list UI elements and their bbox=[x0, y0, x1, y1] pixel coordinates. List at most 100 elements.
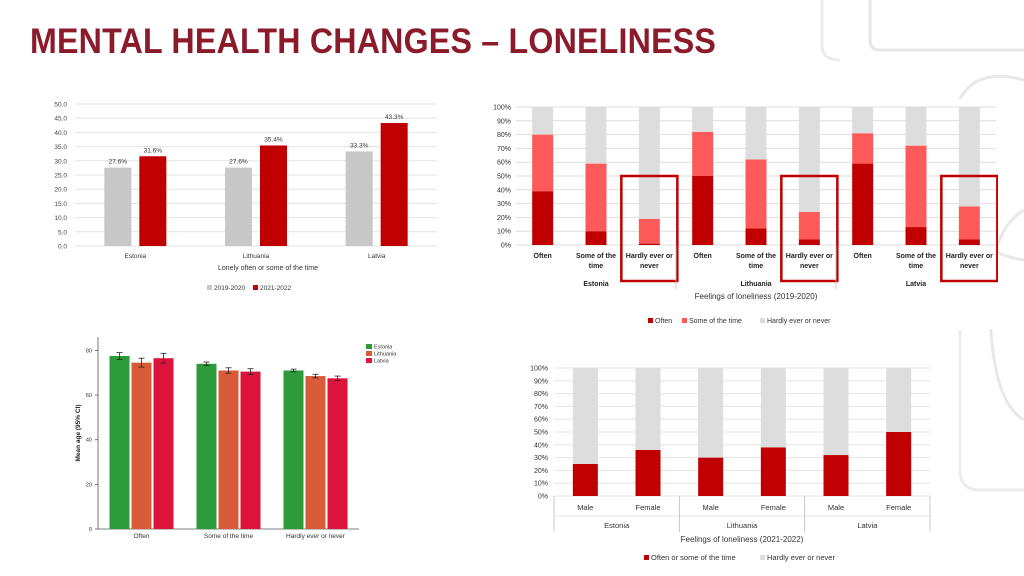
legend-label: Latvia bbox=[374, 359, 390, 365]
x-axis-label: Lonely often or some of the time bbox=[218, 265, 318, 272]
legend-swatch bbox=[366, 344, 372, 349]
y-tick-label: 30% bbox=[497, 201, 511, 208]
bar bbox=[196, 363, 217, 529]
y-tick-label: 90% bbox=[497, 118, 511, 125]
category-label: time bbox=[749, 263, 764, 270]
bar-segment bbox=[958, 107, 980, 207]
bar-segment bbox=[638, 243, 660, 245]
bar-segment bbox=[905, 145, 927, 228]
y-tick-label: 10.0 bbox=[54, 215, 67, 222]
chart-loneliness-2021-panel: 0% 10% 20% 30% 40% 50% 60% 70% 80% 90% 100% Male Fem… bbox=[524, 359, 938, 572]
legend-label: Hardly ever or never bbox=[767, 553, 835, 562]
y-tick-label: 80% bbox=[534, 391, 548, 398]
bar-segment bbox=[532, 191, 554, 245]
legend-swatch bbox=[207, 285, 212, 290]
bar-segment bbox=[852, 107, 874, 134]
y-tick-label: 30.0 bbox=[54, 158, 67, 165]
legend-swatch bbox=[253, 285, 258, 290]
bar bbox=[153, 358, 174, 529]
bar bbox=[327, 378, 348, 529]
bar bbox=[109, 355, 130, 529]
category-label: Male bbox=[703, 503, 719, 512]
y-tick-label: 60% bbox=[534, 417, 548, 424]
data-label: 27.6% bbox=[229, 159, 248, 166]
bar-segment bbox=[585, 231, 607, 245]
bar bbox=[139, 156, 167, 246]
category-label: never bbox=[640, 263, 659, 270]
bar-segment bbox=[635, 368, 661, 450]
category-label: Female bbox=[635, 503, 660, 512]
y-tick-label: 40 bbox=[86, 438, 92, 444]
legend-label: Estonia bbox=[374, 345, 393, 351]
bar-segment bbox=[745, 228, 767, 245]
y-tick-label: 40% bbox=[534, 442, 548, 449]
category-label: Female bbox=[761, 503, 786, 512]
bar-segment bbox=[698, 368, 724, 458]
bar bbox=[380, 123, 408, 246]
legend-swatch bbox=[644, 555, 649, 560]
y-tick-label: 50% bbox=[534, 430, 548, 437]
bar-segment bbox=[823, 368, 849, 456]
y-tick-label: 10% bbox=[497, 229, 511, 236]
category-label: Male bbox=[828, 503, 844, 512]
legend-label: Often bbox=[655, 318, 672, 325]
bar bbox=[240, 371, 261, 529]
bar-segment bbox=[958, 206, 980, 240]
legend-label: 2019-2020 bbox=[214, 285, 245, 292]
data-label: 31.6% bbox=[144, 147, 163, 154]
y-tick-label: 70% bbox=[497, 146, 511, 153]
bar-segment bbox=[905, 107, 927, 146]
y-tick-label: 15.0 bbox=[54, 201, 67, 208]
data-label: 27.6% bbox=[109, 159, 128, 166]
data-label: 43.3% bbox=[385, 114, 404, 121]
legend-label: Often or some of the time bbox=[651, 553, 736, 562]
bar bbox=[283, 370, 304, 529]
legend-swatch bbox=[648, 318, 653, 323]
category-label: never bbox=[960, 263, 979, 270]
chart-loneliness-2019-panel: 0% 10% 20% 30% 40% 50% 60% 70% 80% 90% 100% Often So… bbox=[488, 99, 998, 329]
bar bbox=[104, 167, 132, 246]
bar bbox=[225, 167, 252, 246]
bar-segment bbox=[532, 107, 554, 135]
bar bbox=[305, 376, 326, 529]
lonely-often-bar-chart: 0.0 5.0 10.0 15.0 20.0 25.0 30.0 35.0 40.0 45.0 50… bbox=[54, 102, 437, 292]
bar bbox=[345, 151, 373, 246]
bar-segment bbox=[635, 449, 661, 496]
y-tick-label: 10% bbox=[534, 481, 548, 488]
bar-segment bbox=[638, 218, 660, 244]
y-tick-label: 40.0 bbox=[54, 130, 67, 137]
category-label: Hardly ever or bbox=[626, 253, 673, 260]
legend-swatch bbox=[366, 358, 372, 363]
y-tick-label: 20% bbox=[497, 215, 511, 222]
bar-segment bbox=[745, 159, 767, 229]
bar-segment bbox=[532, 134, 554, 192]
category-label: Often bbox=[694, 253, 712, 260]
loneliness-2021-2022-stacked-chart: 0% 10% 20% 30% 40% 50% 60% 70% 80% 90% 100% Male Fem… bbox=[530, 366, 931, 562]
y-tick-label: 100% bbox=[493, 105, 511, 112]
bar-segment bbox=[798, 107, 820, 212]
category-label: Some of the bbox=[896, 253, 936, 260]
data-label: 33.3% bbox=[350, 142, 369, 149]
legend-swatch bbox=[682, 318, 687, 323]
category-label: time bbox=[909, 263, 924, 270]
category-label: time bbox=[589, 263, 604, 270]
page-title: MENTAL HEALTH CHANGES – LONELINESS bbox=[30, 22, 717, 61]
bar-segment bbox=[852, 133, 874, 164]
legend-label: Some of the time bbox=[689, 318, 742, 325]
category-label: Hardly ever or bbox=[786, 253, 833, 260]
group-label: Latvia bbox=[857, 521, 878, 530]
y-tick-label: 0.0 bbox=[58, 244, 67, 251]
legend-swatch bbox=[760, 555, 765, 560]
chart-mean-age-panel: 0 20 40 60 80 Mean age (95% CI) Often Some of t… bbox=[64, 327, 464, 545]
bar-segment bbox=[760, 447, 786, 496]
bar-segment bbox=[852, 163, 874, 245]
category-label: Some of the bbox=[736, 253, 776, 260]
category-label: Lithuania bbox=[243, 253, 270, 260]
y-tick-label: 25.0 bbox=[54, 173, 67, 180]
y-tick-label: 20.0 bbox=[54, 187, 67, 194]
category-label: Often bbox=[134, 533, 150, 540]
y-tick-label: 0% bbox=[538, 494, 548, 501]
bar-segment bbox=[798, 239, 820, 245]
bar-segment bbox=[698, 457, 724, 496]
bar-segment bbox=[886, 368, 912, 432]
